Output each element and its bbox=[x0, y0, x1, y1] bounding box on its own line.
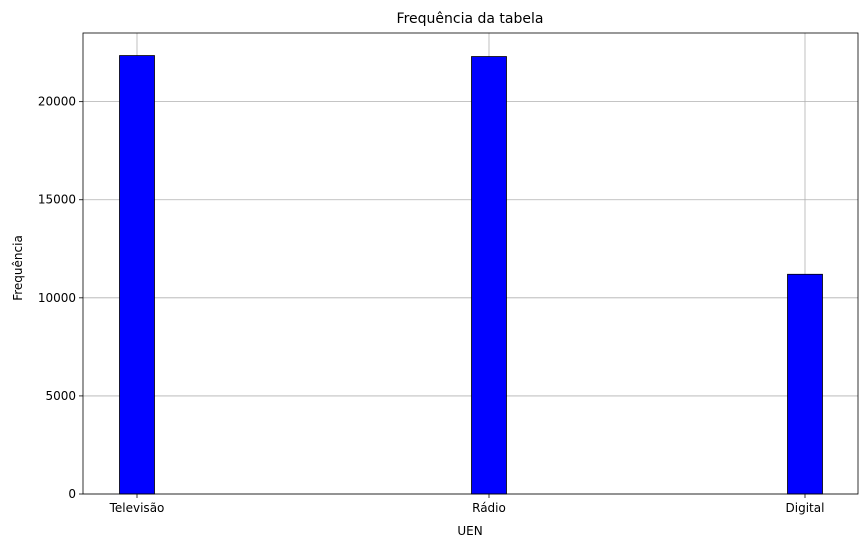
y-tick-label: 0 bbox=[68, 487, 76, 501]
chart-title: Frequência da tabela bbox=[397, 11, 544, 27]
plot-area: 0 5000 10000 15000 20000 Televisão Rádio Digita… bbox=[38, 32, 859, 515]
bar-televisão bbox=[119, 55, 155, 495]
x-tick-label: Televisão bbox=[109, 501, 165, 515]
x-axis-label: UEN bbox=[457, 524, 482, 538]
axes-frame bbox=[82, 32, 859, 495]
y-tick-label: 15000 bbox=[38, 193, 76, 207]
y-tick-label: 10000 bbox=[38, 291, 76, 305]
y-tick-label: 5000 bbox=[45, 389, 76, 403]
y-axis-label: Frequência bbox=[11, 235, 25, 301]
x-tick-label: Rádio bbox=[472, 501, 506, 515]
x-tick-label: Digital bbox=[786, 501, 825, 515]
bar-rádio bbox=[471, 56, 507, 495]
bar-digital bbox=[787, 273, 823, 495]
y-tick-label: 20000 bbox=[38, 95, 76, 109]
